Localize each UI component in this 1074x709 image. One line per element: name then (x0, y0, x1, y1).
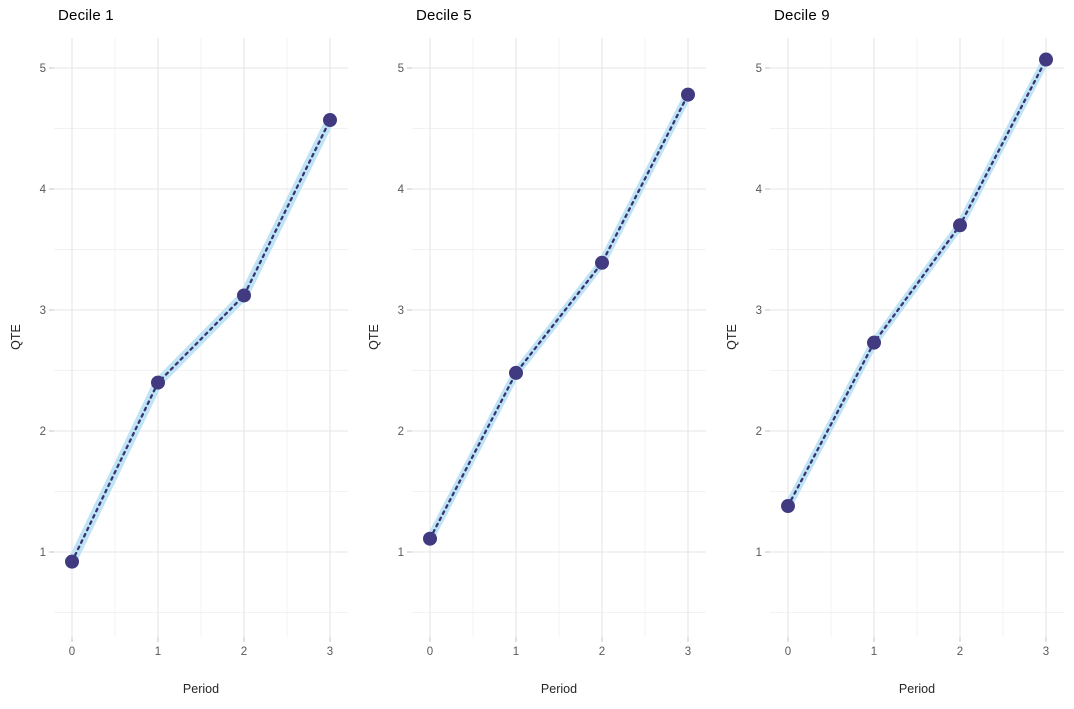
x-axis-label: Period (540, 682, 578, 696)
y-tick-label: 1 (40, 547, 46, 559)
data-point (681, 87, 695, 102)
panel-title: Decile 9 (774, 7, 830, 24)
x-axis-label: Period (182, 682, 220, 696)
data-point (595, 255, 609, 270)
data-point (509, 365, 523, 380)
data-point (65, 554, 79, 569)
data-point (323, 113, 337, 128)
y-tick-label: 3 (40, 305, 46, 317)
x-tick-label: 2 (957, 646, 963, 658)
y-tick-label: 3 (398, 305, 404, 317)
y-tick-label: 1 (398, 547, 404, 559)
x-tick-label: 1 (871, 646, 877, 658)
y-axis-label: QTE (725, 324, 739, 350)
plot-area-decile-1: 0 1 2 3 1 2 3 4 5 (40, 38, 348, 658)
x-tick-label: 0 (69, 646, 75, 658)
y-axis-label: QTE (367, 324, 381, 350)
y-tick-label: 4 (398, 184, 405, 196)
x-tick-label: 2 (599, 646, 605, 658)
data-point (953, 218, 967, 233)
data-point (423, 531, 437, 546)
qte-dotted-line (786, 58, 1048, 508)
y-tick-label: 5 (756, 63, 762, 75)
y-tick-label: 1 (756, 547, 762, 559)
panel-decile-5: Decile 5 0 1 2 3 1 2 3 4 5 QTE Period (358, 0, 716, 709)
qte-dotted-line (428, 93, 690, 540)
x-tick-label: 3 (685, 646, 691, 658)
data-point (1039, 52, 1053, 67)
data-point (237, 288, 251, 303)
y-tick-label: 2 (756, 426, 762, 438)
y-axis-label: QTE (9, 324, 23, 350)
panel-title: Decile 5 (416, 7, 472, 24)
x-tick-label: 2 (241, 646, 247, 658)
data-point (781, 499, 795, 514)
x-tick-label: 3 (327, 646, 333, 658)
data-point (151, 375, 165, 390)
y-tick-label: 5 (40, 63, 46, 75)
plot-area-decile-5: 0 1 2 3 1 2 3 4 5 (398, 38, 706, 658)
x-tick-label: 1 (513, 646, 519, 658)
x-tick-label: 3 (1043, 646, 1049, 658)
panel-title: Decile 1 (58, 7, 114, 24)
y-tick-label: 5 (398, 63, 404, 75)
x-tick-label: 1 (155, 646, 161, 658)
y-tick-label: 2 (398, 426, 404, 438)
qte-dotted-line (70, 118, 332, 563)
y-tick-label: 2 (40, 426, 46, 438)
x-tick-label: 0 (785, 646, 791, 658)
x-tick-label: 0 (427, 646, 433, 658)
panel-decile-1: Decile 1 0 1 2 3 1 2 3 4 5 QTE Period (0, 0, 358, 709)
y-tick-label: 4 (756, 184, 763, 196)
panel-decile-9: Decile 9 0 1 2 3 1 2 3 4 5 QTE Period (716, 0, 1074, 709)
y-tick-label: 4 (40, 184, 47, 196)
data-point (867, 335, 881, 350)
y-tick-label: 3 (756, 305, 762, 317)
plot-area-decile-9: 0 1 2 3 1 2 3 4 5 (756, 38, 1064, 658)
x-axis-label: Period (898, 682, 936, 696)
